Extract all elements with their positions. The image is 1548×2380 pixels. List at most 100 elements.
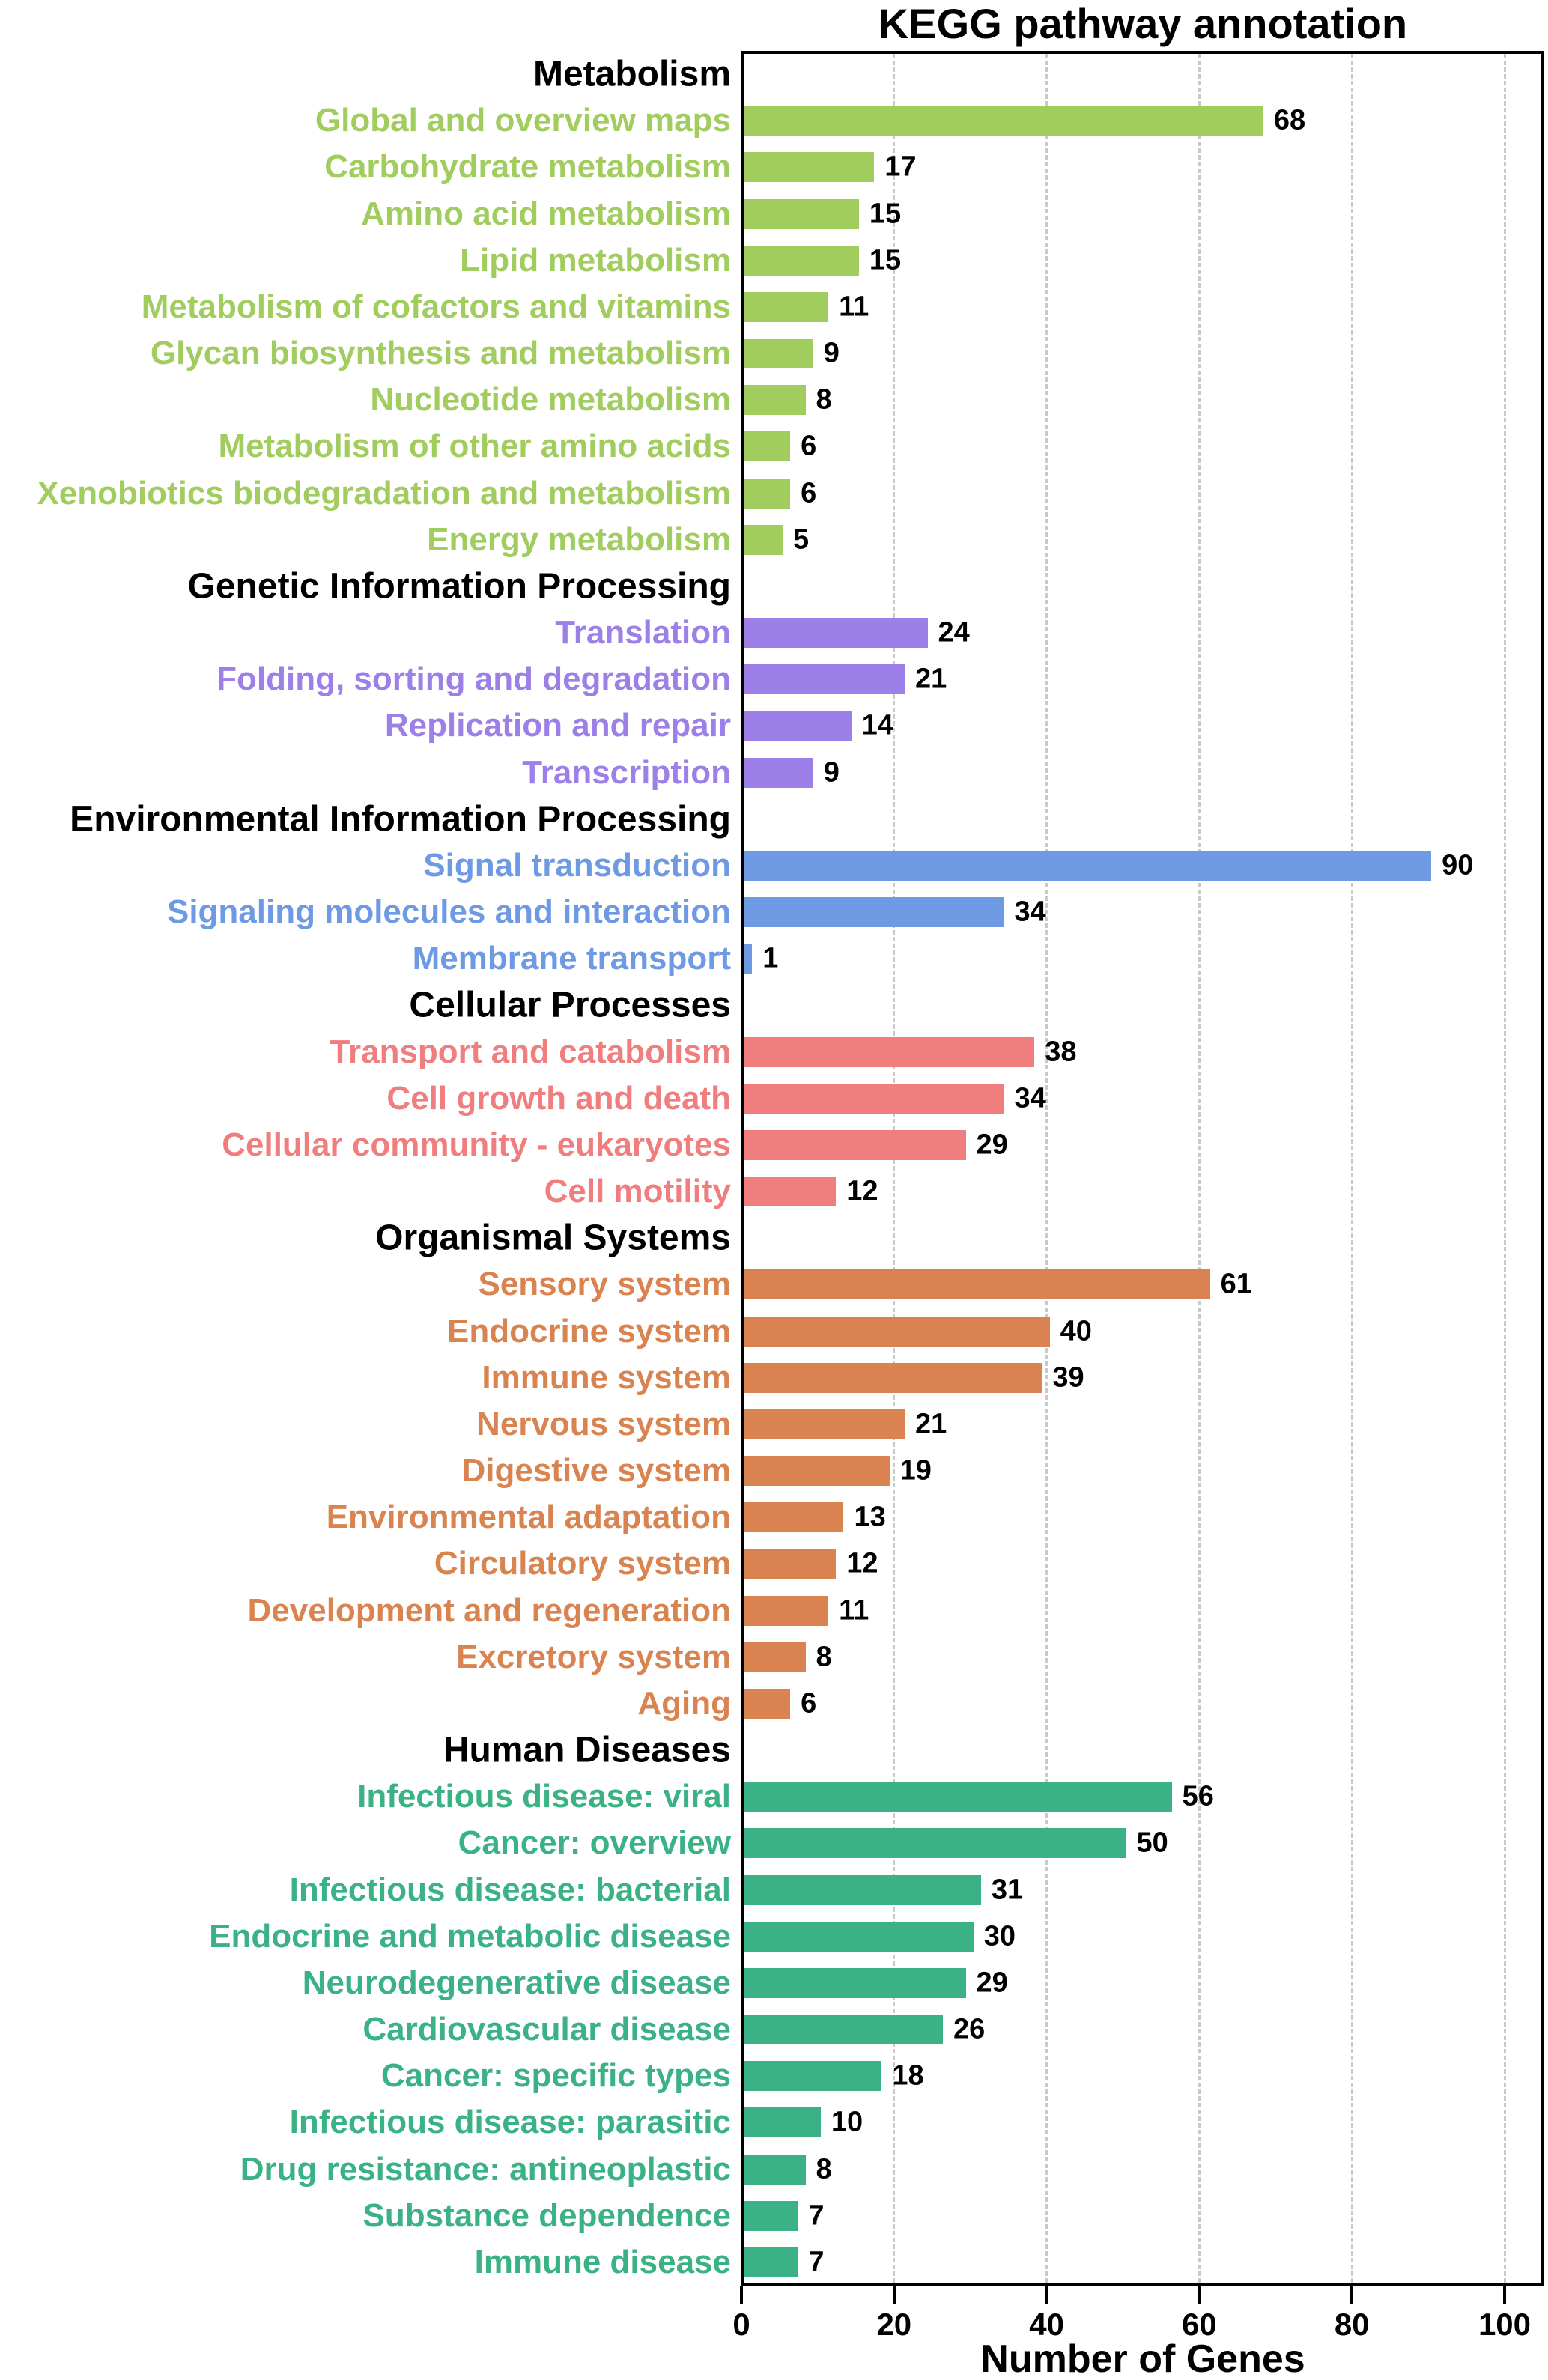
category-label: Signal transduction	[423, 846, 731, 884]
category-label: Carbohydrate metabolism	[324, 148, 731, 186]
group-label: Cellular Processes	[409, 985, 731, 1025]
category-row: Metabolism of other amino acids 6	[0, 423, 1548, 470]
category-row: Endocrine system 40	[0, 1308, 1548, 1355]
bar	[744, 1782, 1172, 1812]
category-row: Circulatory system 12	[0, 1540, 1548, 1587]
bar	[744, 1409, 905, 1439]
category-row: Cardiovascular disease 26	[0, 2006, 1548, 2053]
bar	[744, 339, 813, 369]
category-row: Membrane transport 1	[0, 935, 1548, 982]
bar	[744, 2107, 821, 2138]
group-header-row: Genetic Information Processing	[0, 563, 1548, 610]
category-label: Metabolism of other amino acids	[218, 428, 731, 465]
bar	[744, 1921, 974, 1952]
category-row: Drug resistance: antineoplastic 8	[0, 2146, 1548, 2193]
category-row: Aging 6	[0, 1681, 1548, 1727]
value-label: 31	[991, 1874, 1024, 1906]
group-header-row: Metabolism	[0, 51, 1548, 97]
group-header-row: Environmental Information Processing	[0, 796, 1548, 843]
category-row: Neurodegenerative disease 29	[0, 1960, 1548, 2006]
value-label: 6	[801, 477, 817, 509]
group-header-row: Organismal Systems	[0, 1215, 1548, 1261]
category-row: Infectious disease: bacterial 31	[0, 1867, 1548, 1913]
gridline-100	[1503, 54, 1506, 2283]
category-row: Immune system 39	[0, 1355, 1548, 1401]
category-label: Sensory system	[478, 1266, 731, 1303]
bar	[744, 431, 791, 462]
category-row: Digestive system 19	[0, 1448, 1548, 1494]
bar	[744, 2061, 882, 2092]
category-label: Translation	[555, 614, 731, 652]
tick-label: 80	[1334, 2307, 1370, 2342]
group-label: Environmental Information Processing	[70, 799, 731, 840]
category-row: Signaling molecules and interaction 34	[0, 889, 1548, 935]
value-label: 13	[854, 1501, 886, 1533]
category-row: Metabolism of cofactors and vitamins 11	[0, 284, 1548, 330]
bar	[744, 291, 829, 322]
bar	[744, 944, 753, 974]
bar	[744, 1549, 837, 1579]
bar	[744, 2247, 798, 2277]
bar	[744, 245, 859, 276]
bar	[744, 2015, 943, 2045]
bar	[744, 1316, 1050, 1347]
value-label: 68	[1273, 104, 1306, 136]
bar	[744, 1828, 1126, 1859]
category-row: Development and regeneration 11	[0, 1588, 1548, 1634]
bar	[744, 897, 1004, 928]
group-header-row: Human Diseases	[0, 1727, 1548, 1773]
category-label: Digestive system	[461, 1452, 731, 1490]
tick-label: 60	[1182, 2307, 1217, 2342]
category-row: Transcription 9	[0, 750, 1548, 796]
value-label: 12	[846, 1175, 878, 1207]
bar	[744, 152, 875, 183]
value-label: 6	[801, 1687, 817, 1719]
bar	[744, 385, 806, 416]
value-label: 11	[839, 1594, 869, 1627]
category-label: Infectious disease: bacterial	[289, 1871, 731, 1908]
value-label: 18	[892, 2059, 924, 2092]
bar	[744, 1177, 837, 1207]
category-label: Excretory system	[456, 1638, 731, 1675]
group-label: Human Diseases	[443, 1730, 731, 1770]
category-label: Development and regeneration	[247, 1591, 731, 1629]
category-label: Xenobiotics biodegradation and metabolis…	[37, 474, 731, 511]
category-label: Drug resistance: antineoplastic	[240, 2150, 731, 2188]
value-label: 15	[869, 198, 902, 230]
category-row: Cell motility 12	[0, 1168, 1548, 1215]
category-label: Cell growth and death	[386, 1079, 731, 1117]
value-label: 24	[938, 616, 970, 649]
gridline-40	[1045, 54, 1048, 2283]
value-label: 61	[1220, 1268, 1252, 1300]
category-row: Excretory system 8	[0, 1634, 1548, 1681]
category-row: Nervous system 21	[0, 1401, 1548, 1448]
bar	[744, 2154, 806, 2185]
value-label: 40	[1060, 1315, 1092, 1347]
category-label: Cancer: specific types	[380, 2057, 731, 2095]
category-row: Infectious disease: parasitic 10	[0, 2099, 1548, 2146]
value-label: 17	[884, 151, 917, 183]
value-label: 26	[953, 2013, 986, 2045]
chart-title: KEGG pathway annotation	[878, 0, 1408, 47]
bar	[744, 1036, 1035, 1067]
bar	[744, 1967, 966, 1998]
category-row: Cell growth and death 34	[0, 1075, 1548, 1122]
bar	[744, 1269, 1210, 1300]
category-row: Glycan biosynthesis and metabolism 9	[0, 330, 1548, 377]
value-label: 19	[899, 1454, 932, 1487]
category-label: Aging	[637, 1684, 731, 1722]
value-label: 14	[861, 709, 893, 741]
axis-tick	[1198, 2286, 1201, 2304]
value-label: 30	[983, 1920, 1016, 1952]
bar	[744, 618, 928, 649]
bar	[744, 1456, 890, 1487]
category-label: Cardiovascular disease	[362, 2011, 731, 2048]
bar-rows: Metabolism Global and overview maps 68 Carb…	[0, 51, 1548, 2286]
value-label: 21	[914, 663, 947, 695]
value-label: 6	[801, 430, 817, 462]
category-row: Carbohydrate metabolism 17	[0, 144, 1548, 190]
category-label: Cellular community - eukaryotes	[222, 1126, 731, 1163]
category-label: Replication and repair	[384, 707, 731, 744]
category-label: Metabolism of cofactors and vitamins	[141, 288, 731, 325]
category-row: Folding, sorting and degradation 21	[0, 656, 1548, 702]
